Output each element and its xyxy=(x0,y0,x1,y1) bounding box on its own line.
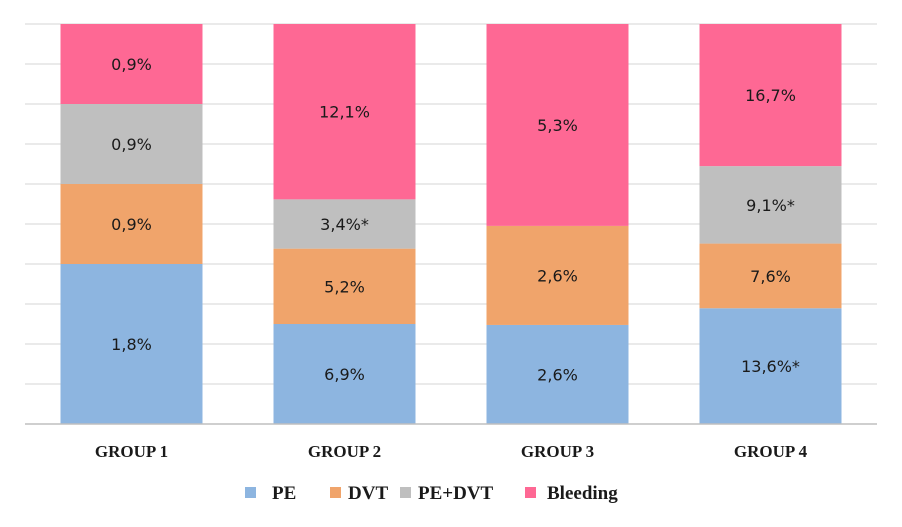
legend-label: Bleeding xyxy=(547,483,618,504)
legend: PE DVT PE+DVT Bleeding xyxy=(245,483,618,504)
category-label: GROUP 3 xyxy=(521,442,594,461)
data-label: 0,9% xyxy=(111,215,152,234)
bars: 1,8%0,9%0,9%0,9%6,9%5,2%3,4%*12,1%2,6%2,… xyxy=(60,24,842,424)
legend-label: PE+DVT xyxy=(418,483,494,504)
bar-segment-bleeding xyxy=(699,24,842,167)
bar-segment-pe xyxy=(486,324,629,424)
legend-label: PE xyxy=(272,483,296,504)
bar-segment-dvt xyxy=(273,248,416,324)
bar-stack-1: 1,8% 0,9% 0,9% 0,9% xyxy=(60,24,203,424)
data-label: 1,8% xyxy=(111,335,152,354)
data-label: 5,3% xyxy=(537,116,578,135)
category-label: GROUP 4 xyxy=(734,442,808,461)
bar-segment-pe xyxy=(273,324,416,424)
data-label: 12,1% xyxy=(319,103,370,122)
category-label: GROUP 1 xyxy=(95,442,168,461)
data-label: 6,9% xyxy=(324,365,365,384)
bar-segment-pe-dvt xyxy=(60,104,203,184)
data-label: 0,9% xyxy=(111,135,152,154)
bar-segment-dvt xyxy=(60,184,203,264)
bar-stack-3: 2,6% 2,6% 5,3% xyxy=(486,24,629,424)
bar-stack-2: 6,9% 5,2% 3,4%* 12,1% xyxy=(273,24,416,424)
bar-segment-pe-dvt xyxy=(699,166,842,244)
bar-segment-dvt xyxy=(699,243,842,309)
bar-segment-pe xyxy=(699,308,842,424)
legend-label: DVT xyxy=(348,483,388,504)
data-label: 2,6% xyxy=(537,266,578,285)
data-label: 7,6% xyxy=(750,267,791,286)
category-label: GROUP 2 xyxy=(308,442,381,461)
bar-segment-dvt xyxy=(486,225,629,325)
bar-segment-bleeding xyxy=(486,24,629,226)
legend-swatch xyxy=(245,487,256,498)
data-label: 2,6% xyxy=(537,365,578,384)
bar-segment-pe-dvt xyxy=(273,199,416,249)
bar-segment-bleeding xyxy=(273,24,416,200)
data-label: 13,6%* xyxy=(741,357,800,376)
data-label: 9,1%* xyxy=(746,196,795,215)
legend-swatch xyxy=(400,487,411,498)
legend-swatch xyxy=(330,487,341,498)
legend-swatch xyxy=(525,487,536,498)
data-label: 3,4%* xyxy=(320,215,369,234)
category-labels: GROUP 1 GROUP 2 GROUP 3 GROUP 4 xyxy=(95,442,808,461)
bar-segment-bleeding xyxy=(60,24,203,104)
bar-segment-pe xyxy=(60,264,203,424)
bar-stack-4: 13,6%* 7,6% 9,1%* 16,7% xyxy=(699,24,842,424)
data-label: 0,9% xyxy=(111,55,152,74)
data-label: 5,2% xyxy=(324,277,365,296)
data-label: 16,7% xyxy=(745,86,796,105)
